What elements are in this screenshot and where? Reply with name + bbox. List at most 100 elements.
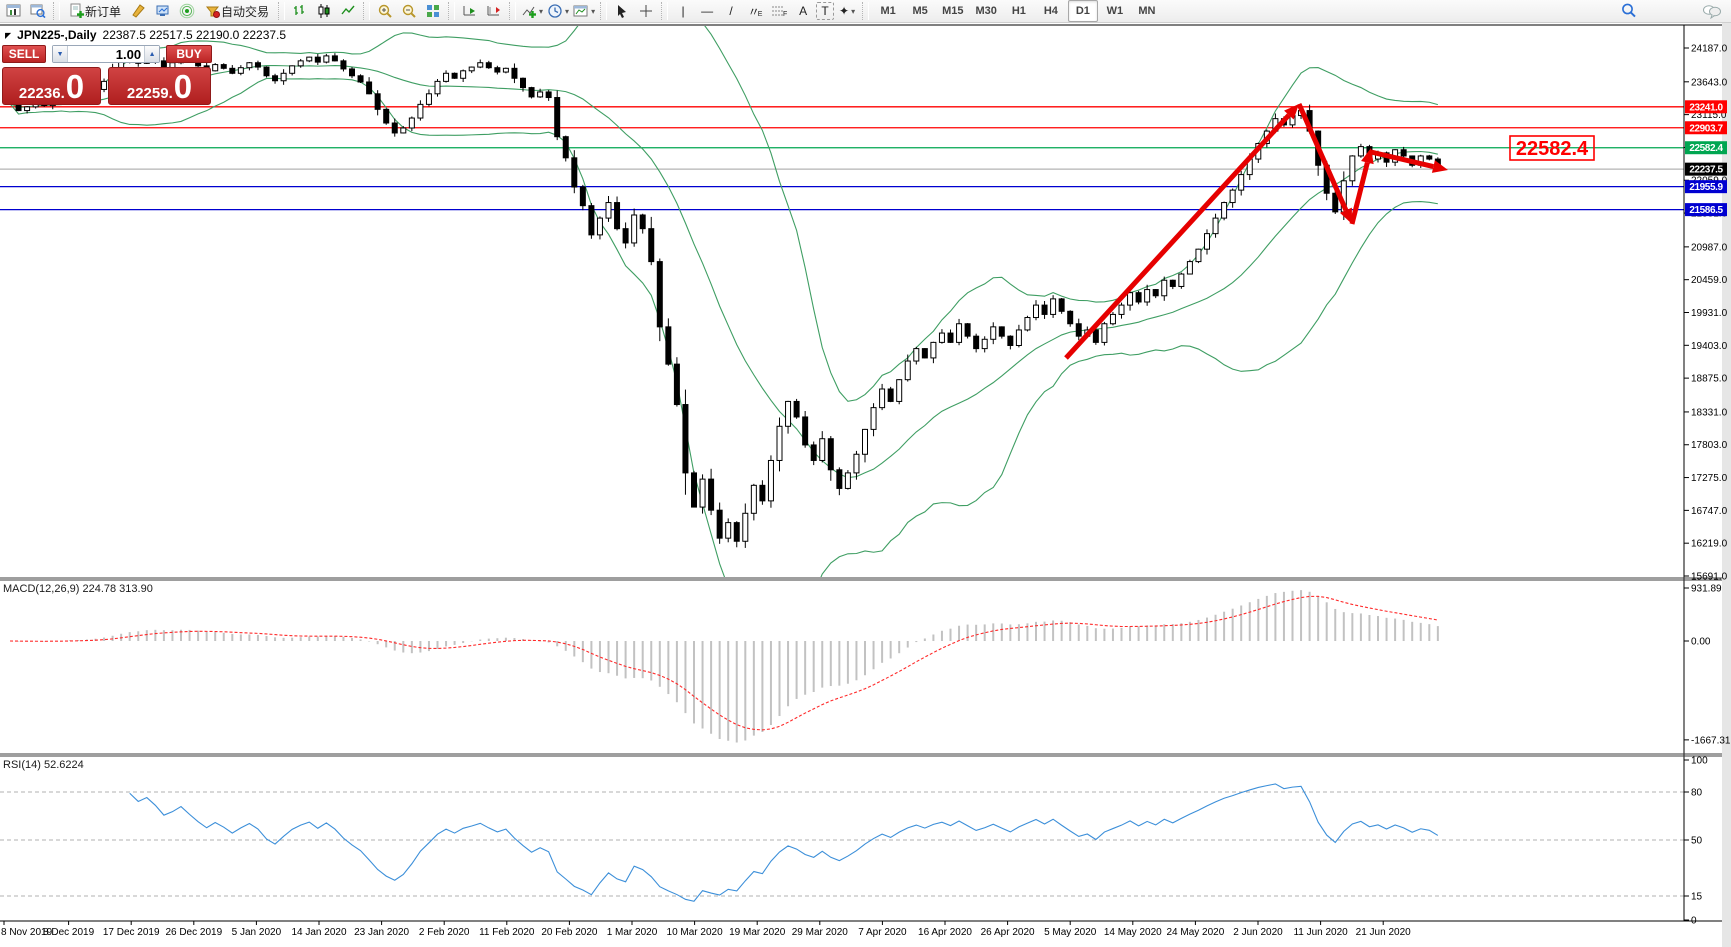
svg-text:23241.0: 23241.0: [1689, 102, 1723, 113]
label-tool-icon: T: [821, 4, 829, 18]
line-chart-mode-button[interactable]: [337, 0, 359, 22]
main-toolbar: 新订单 自动交易: [0, 0, 1731, 23]
timeframe-m1-button[interactable]: M1: [880, 5, 896, 17]
metaeditor-icon: [132, 4, 145, 18]
svg-text:17803.0: 17803.0: [1691, 440, 1728, 451]
buy-price-head: 22259.: [126, 85, 173, 102]
timeframe-m5-button[interactable]: M5: [912, 5, 928, 17]
svg-text:14 May 2020: 14 May 2020: [1104, 927, 1162, 938]
auto-scroll-button[interactable]: [459, 0, 481, 22]
text-tool-button[interactable]: A: [792, 0, 814, 22]
vertical-line-tool-button[interactable]: |: [672, 0, 694, 22]
bar-chart-mode-button[interactable]: [289, 0, 311, 22]
indicators-button[interactable]: ▾: [520, 0, 544, 22]
candlestick-mode-button[interactable]: [313, 0, 335, 22]
one-click-trade-panel: SELL ▼ ▲ BUY 22236. 0 22259. 0: [2, 45, 212, 105]
chart-title-bar: ◤ JPN225-,Daily 22387.5 22517.5 22190.0 …: [5, 28, 286, 42]
sell-button[interactable]: SELL: [2, 45, 47, 63]
svg-text:21955.9: 21955.9: [1689, 182, 1723, 193]
chart-symbol-period: JPN225-,Daily: [17, 28, 97, 42]
svg-text:23115.0: 23115.0: [1691, 110, 1727, 121]
timeframe-h4-button[interactable]: H4: [1043, 5, 1058, 17]
toolbar-separator: [53, 2, 60, 20]
svg-text:17 Dec 2019: 17 Dec 2019: [103, 927, 160, 938]
sell-price-last-digit: 0: [65, 68, 85, 105]
timeframe-h1-button[interactable]: H1: [1011, 5, 1026, 17]
horizontal-line-icon: —: [701, 4, 714, 18]
rsi-name: RSI(14): [3, 759, 41, 771]
market-button[interactable]: [152, 0, 174, 22]
buy-price-box[interactable]: 22259. 0: [108, 67, 211, 105]
zoom-in-button[interactable]: [374, 0, 396, 22]
svg-text:11 Jun 2020: 11 Jun 2020: [1293, 927, 1348, 938]
svg-text:11 Feb 2020: 11 Feb 2020: [479, 927, 535, 938]
svg-text:24187.0: 24187.0: [1691, 44, 1728, 55]
profiles-button[interactable]: [27, 0, 49, 22]
horizontal-line-tool-button[interactable]: —: [696, 0, 718, 22]
metaeditor-button[interactable]: [128, 0, 150, 22]
search-icon: [1622, 3, 1636, 18]
auto-scroll-icon: [463, 6, 476, 16]
chart-arrow-icon: ◤: [5, 30, 12, 40]
timeframe-m15-button[interactable]: M15: [942, 5, 964, 17]
channel-icon: 〃: [747, 4, 760, 19]
volume-input[interactable]: [68, 46, 145, 62]
new-chart-button[interactable]: [3, 0, 25, 22]
market-icon: [156, 5, 169, 16]
text-label-tool-button[interactable]: T: [816, 2, 835, 20]
chart-shift-button[interactable]: [483, 0, 505, 22]
cursor-icon: [618, 5, 627, 18]
buy-price-last-digit: 0: [173, 68, 193, 105]
zoom-out-button[interactable]: [398, 0, 420, 22]
svg-text:20987.0: 20987.0: [1691, 242, 1728, 253]
signals-button[interactable]: [176, 0, 198, 22]
volume-up-icon: ▲: [148, 50, 156, 58]
svg-text:80: 80: [1691, 788, 1703, 799]
volume-decrease-button[interactable]: ▼: [53, 46, 69, 62]
svg-text:17275.0: 17275.0: [1691, 473, 1728, 484]
svg-text:20459.0: 20459.0: [1691, 275, 1728, 286]
timeframe-d1-button[interactable]: D1: [1067, 0, 1098, 22]
search-button[interactable]: [1618, 0, 1640, 22]
text-tool-icon: A: [799, 4, 808, 18]
arrows-tool-button[interactable]: ✦ ▾: [836, 0, 858, 22]
macd-values: 224.78 313.90: [82, 583, 153, 595]
toolbar-separator: [448, 2, 456, 20]
svg-text:21586.5: 21586.5: [1689, 205, 1723, 216]
chat-button[interactable]: [1701, 0, 1723, 22]
svg-text:22237.5: 22237.5: [1689, 165, 1723, 176]
svg-text:26 Dec 2019: 26 Dec 2019: [165, 927, 222, 938]
new-order-button[interactable]: 新订单: [64, 0, 126, 22]
crosshair-tool-button[interactable]: [635, 0, 657, 22]
arrows-tool-icon: ✦: [839, 4, 850, 18]
svg-text:8 Nov 2019: 8 Nov 2019: [1, 927, 53, 938]
chevron-down-icon: ▾: [851, 6, 856, 16]
periods-button[interactable]: ▾: [546, 0, 570, 22]
svg-text:15: 15: [1691, 892, 1703, 903]
cursor-tool-button[interactable]: [611, 0, 633, 22]
templates-button[interactable]: ▾: [572, 0, 596, 22]
volume-increase-button[interactable]: ▲: [144, 46, 160, 62]
svg-text:5 May 2020: 5 May 2020: [1044, 927, 1097, 938]
templates-icon: [573, 5, 588, 17]
zoom-out-icon: [402, 4, 416, 18]
svg-text:19 Mar 2020: 19 Mar 2020: [729, 927, 786, 938]
autotrading-button[interactable]: 自动交易: [200, 0, 274, 22]
equidistant-channel-tool-button[interactable]: 〃 E: [744, 0, 766, 22]
fibonacci-tool-button[interactable]: F: [768, 0, 790, 22]
timeframe-w1-button[interactable]: W1: [1106, 5, 1124, 17]
timeframe-m30-button[interactable]: M30: [975, 5, 997, 17]
new-order-icon: [70, 3, 84, 18]
svg-text:0: 0: [1691, 916, 1697, 927]
sell-price-box[interactable]: 22236. 0: [2, 67, 101, 105]
trendline-tool-button[interactable]: /: [720, 0, 742, 22]
indicators-icon: [522, 6, 537, 18]
svg-text:16219.0: 16219.0: [1691, 539, 1728, 550]
profiles-icon: [30, 4, 46, 19]
svg-text:100: 100: [1691, 756, 1708, 767]
timeframe-mn-button[interactable]: MN: [1138, 5, 1156, 17]
buy-button[interactable]: BUY: [166, 45, 212, 63]
new-chart-icon: [6, 4, 21, 17]
tile-windows-button[interactable]: [422, 0, 444, 22]
